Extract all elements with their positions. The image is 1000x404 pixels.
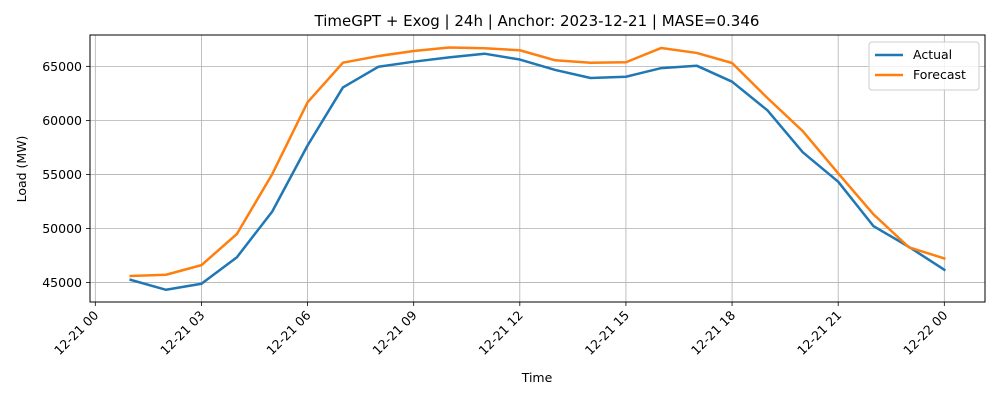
y-tick-label: 60000 [42,113,82,128]
legend: Actual Forecast [868,41,980,91]
y-tick-label: 65000 [42,59,82,74]
plot-frame [89,34,986,303]
legend-label-actual: Actual [913,47,952,62]
y-tick-label: 50000 [42,221,82,236]
y-axis-label: Load (MW) [14,136,29,203]
x-axis-label: Time [521,370,553,385]
y-tick-label: 45000 [42,275,82,290]
legend-label-forecast: Forecast [913,67,966,82]
series-line-forecast [129,46,946,278]
series-line-actual [129,52,947,292]
chart-title: TimeGPT + Exog | 24h | Anchor: 2023-12-2… [314,12,760,30]
series-layer [129,46,947,292]
y-tick-label: 55000 [42,167,82,182]
